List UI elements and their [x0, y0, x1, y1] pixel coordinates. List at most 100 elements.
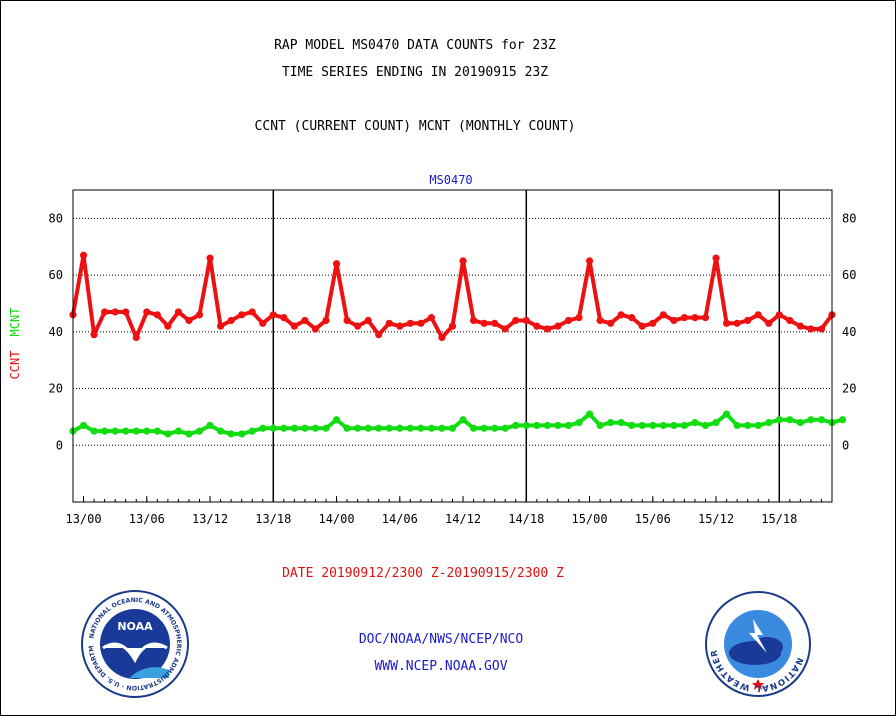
- data-point-mcnt: [90, 427, 98, 435]
- data-point-mcnt: [638, 421, 646, 430]
- data-point-ccnt: [153, 311, 161, 319]
- data-point-ccnt: [354, 322, 362, 330]
- data-point-mcnt: [438, 424, 446, 432]
- data-point-mcnt: [691, 418, 699, 427]
- data-point-mcnt: [649, 421, 657, 430]
- data-point-mcnt: [79, 421, 88, 430]
- y-tick-label-left: 80: [49, 211, 63, 225]
- data-point-mcnt: [754, 421, 762, 430]
- data-point-ccnt: [691, 314, 699, 322]
- data-point-ccnt: [744, 316, 752, 325]
- y-tick-label-left: 20: [49, 382, 63, 396]
- data-point-mcnt: [396, 424, 404, 432]
- x-tick-label: 14/12: [445, 512, 481, 526]
- data-point-ccnt: [564, 316, 573, 325]
- data-point-ccnt: [311, 325, 320, 333]
- y-tick-label-left: 40: [49, 325, 63, 339]
- data-point-ccnt: [796, 322, 804, 330]
- data-point-mcnt: [354, 424, 362, 432]
- data-point-ccnt: [754, 311, 762, 319]
- data-point-mcnt: [174, 427, 183, 435]
- data-point-mcnt: [101, 427, 109, 435]
- data-point-ccnt: [575, 314, 583, 322]
- data-point-mcnt: [543, 421, 551, 430]
- data-point-ccnt: [701, 314, 710, 322]
- data-point-mcnt: [596, 421, 604, 430]
- y-tick-label-right: 60: [842, 268, 856, 282]
- data-point-ccnt: [206, 254, 214, 262]
- data-point-mcnt: [332, 416, 341, 424]
- agency-label: DOC/NOAA/NWS/NCEP/NCO: [358, 632, 524, 647]
- data-point-mcnt: [417, 424, 425, 432]
- data-point-ccnt: [638, 322, 646, 330]
- data-point-ccnt: [448, 322, 457, 330]
- noaa-logo-text: NOAA: [117, 620, 153, 633]
- data-point-mcnt: [680, 421, 689, 430]
- data-point-ccnt: [543, 325, 551, 333]
- data-point-ccnt: [480, 319, 488, 327]
- data-point-mcnt: [269, 424, 277, 432]
- y-tick-label-left: 0: [56, 438, 63, 452]
- data-point-mcnt: [491, 424, 499, 432]
- plot-area-border: [72, 189, 833, 503]
- data-point-ccnt: [122, 308, 130, 316]
- data-point-ccnt: [765, 319, 773, 327]
- data-point-mcnt: [796, 418, 804, 427]
- data-point-mcnt: [406, 424, 414, 432]
- data-point-mcnt: [554, 421, 562, 430]
- data-point-mcnt: [786, 416, 794, 424]
- data-point-mcnt: [607, 418, 615, 427]
- data-point-ccnt: [385, 319, 393, 327]
- data-point-mcnt: [132, 427, 140, 435]
- data-point-ccnt: [786, 316, 794, 325]
- data-point-ccnt: [522, 316, 530, 325]
- data-point-mcnt: [248, 427, 256, 435]
- data-point-mcnt: [290, 424, 298, 432]
- x-tick-label: 13/06: [129, 512, 165, 526]
- data-point-mcnt: [111, 427, 119, 435]
- data-point-mcnt: [701, 421, 710, 430]
- data-point-ccnt: [533, 322, 541, 330]
- data-point-ccnt: [143, 308, 151, 316]
- data-point-mcnt: [301, 424, 309, 432]
- website-link[interactable]: WWW.NCEP.NOAA.GOV: [374, 659, 508, 674]
- data-point-ccnt: [174, 308, 183, 316]
- data-point-mcnt: [259, 424, 267, 432]
- data-point-mcnt: [807, 416, 815, 424]
- data-point-mcnt: [122, 427, 130, 435]
- data-point-mcnt: [733, 421, 741, 430]
- data-point-ccnt: [332, 260, 341, 268]
- data-point-mcnt: [522, 421, 530, 430]
- chart-title-line2: TIME SERIES ENDING IN 20190915 23Z: [281, 65, 549, 80]
- y-tick-label-right: 0: [842, 438, 849, 452]
- x-tick-label: 14/06: [382, 512, 418, 526]
- data-point-ccnt: [111, 308, 119, 316]
- data-point-mcnt: [280, 424, 288, 432]
- data-point-mcnt: [480, 424, 488, 432]
- data-point-mcnt: [775, 416, 783, 424]
- data-point-mcnt: [628, 421, 636, 430]
- x-tick-label: 14/00: [318, 512, 354, 526]
- chart-title-line1: RAP MODEL MS0470 DATA COUNTS for 23Z: [274, 38, 556, 53]
- data-point-ccnt: [364, 316, 372, 325]
- data-point-ccnt: [269, 311, 277, 319]
- data-point-ccnt: [322, 316, 330, 325]
- data-point-mcnt: [564, 421, 573, 430]
- data-point-mcnt: [153, 427, 161, 435]
- data-point-ccnt: [712, 254, 720, 262]
- data-point-ccnt: [101, 308, 109, 316]
- x-tick-label: 15/18: [761, 512, 797, 526]
- data-point-ccnt: [807, 325, 815, 333]
- y-tick-label-right: 80: [842, 211, 856, 225]
- data-point-mcnt: [670, 421, 678, 430]
- data-point-mcnt: [817, 416, 826, 424]
- data-point-mcnt: [659, 421, 667, 430]
- data-point-ccnt: [512, 316, 520, 325]
- y-tick-label-right: 20: [842, 382, 856, 396]
- data-point-ccnt: [722, 319, 731, 327]
- date-range-label: DATE 20190912/2300 Z-20190915/2300 Z: [282, 566, 564, 581]
- data-point-mcnt: [195, 427, 204, 435]
- x-tick-label: 15/06: [635, 512, 671, 526]
- data-point-ccnt: [670, 316, 678, 325]
- data-point-mcnt: [533, 421, 541, 430]
